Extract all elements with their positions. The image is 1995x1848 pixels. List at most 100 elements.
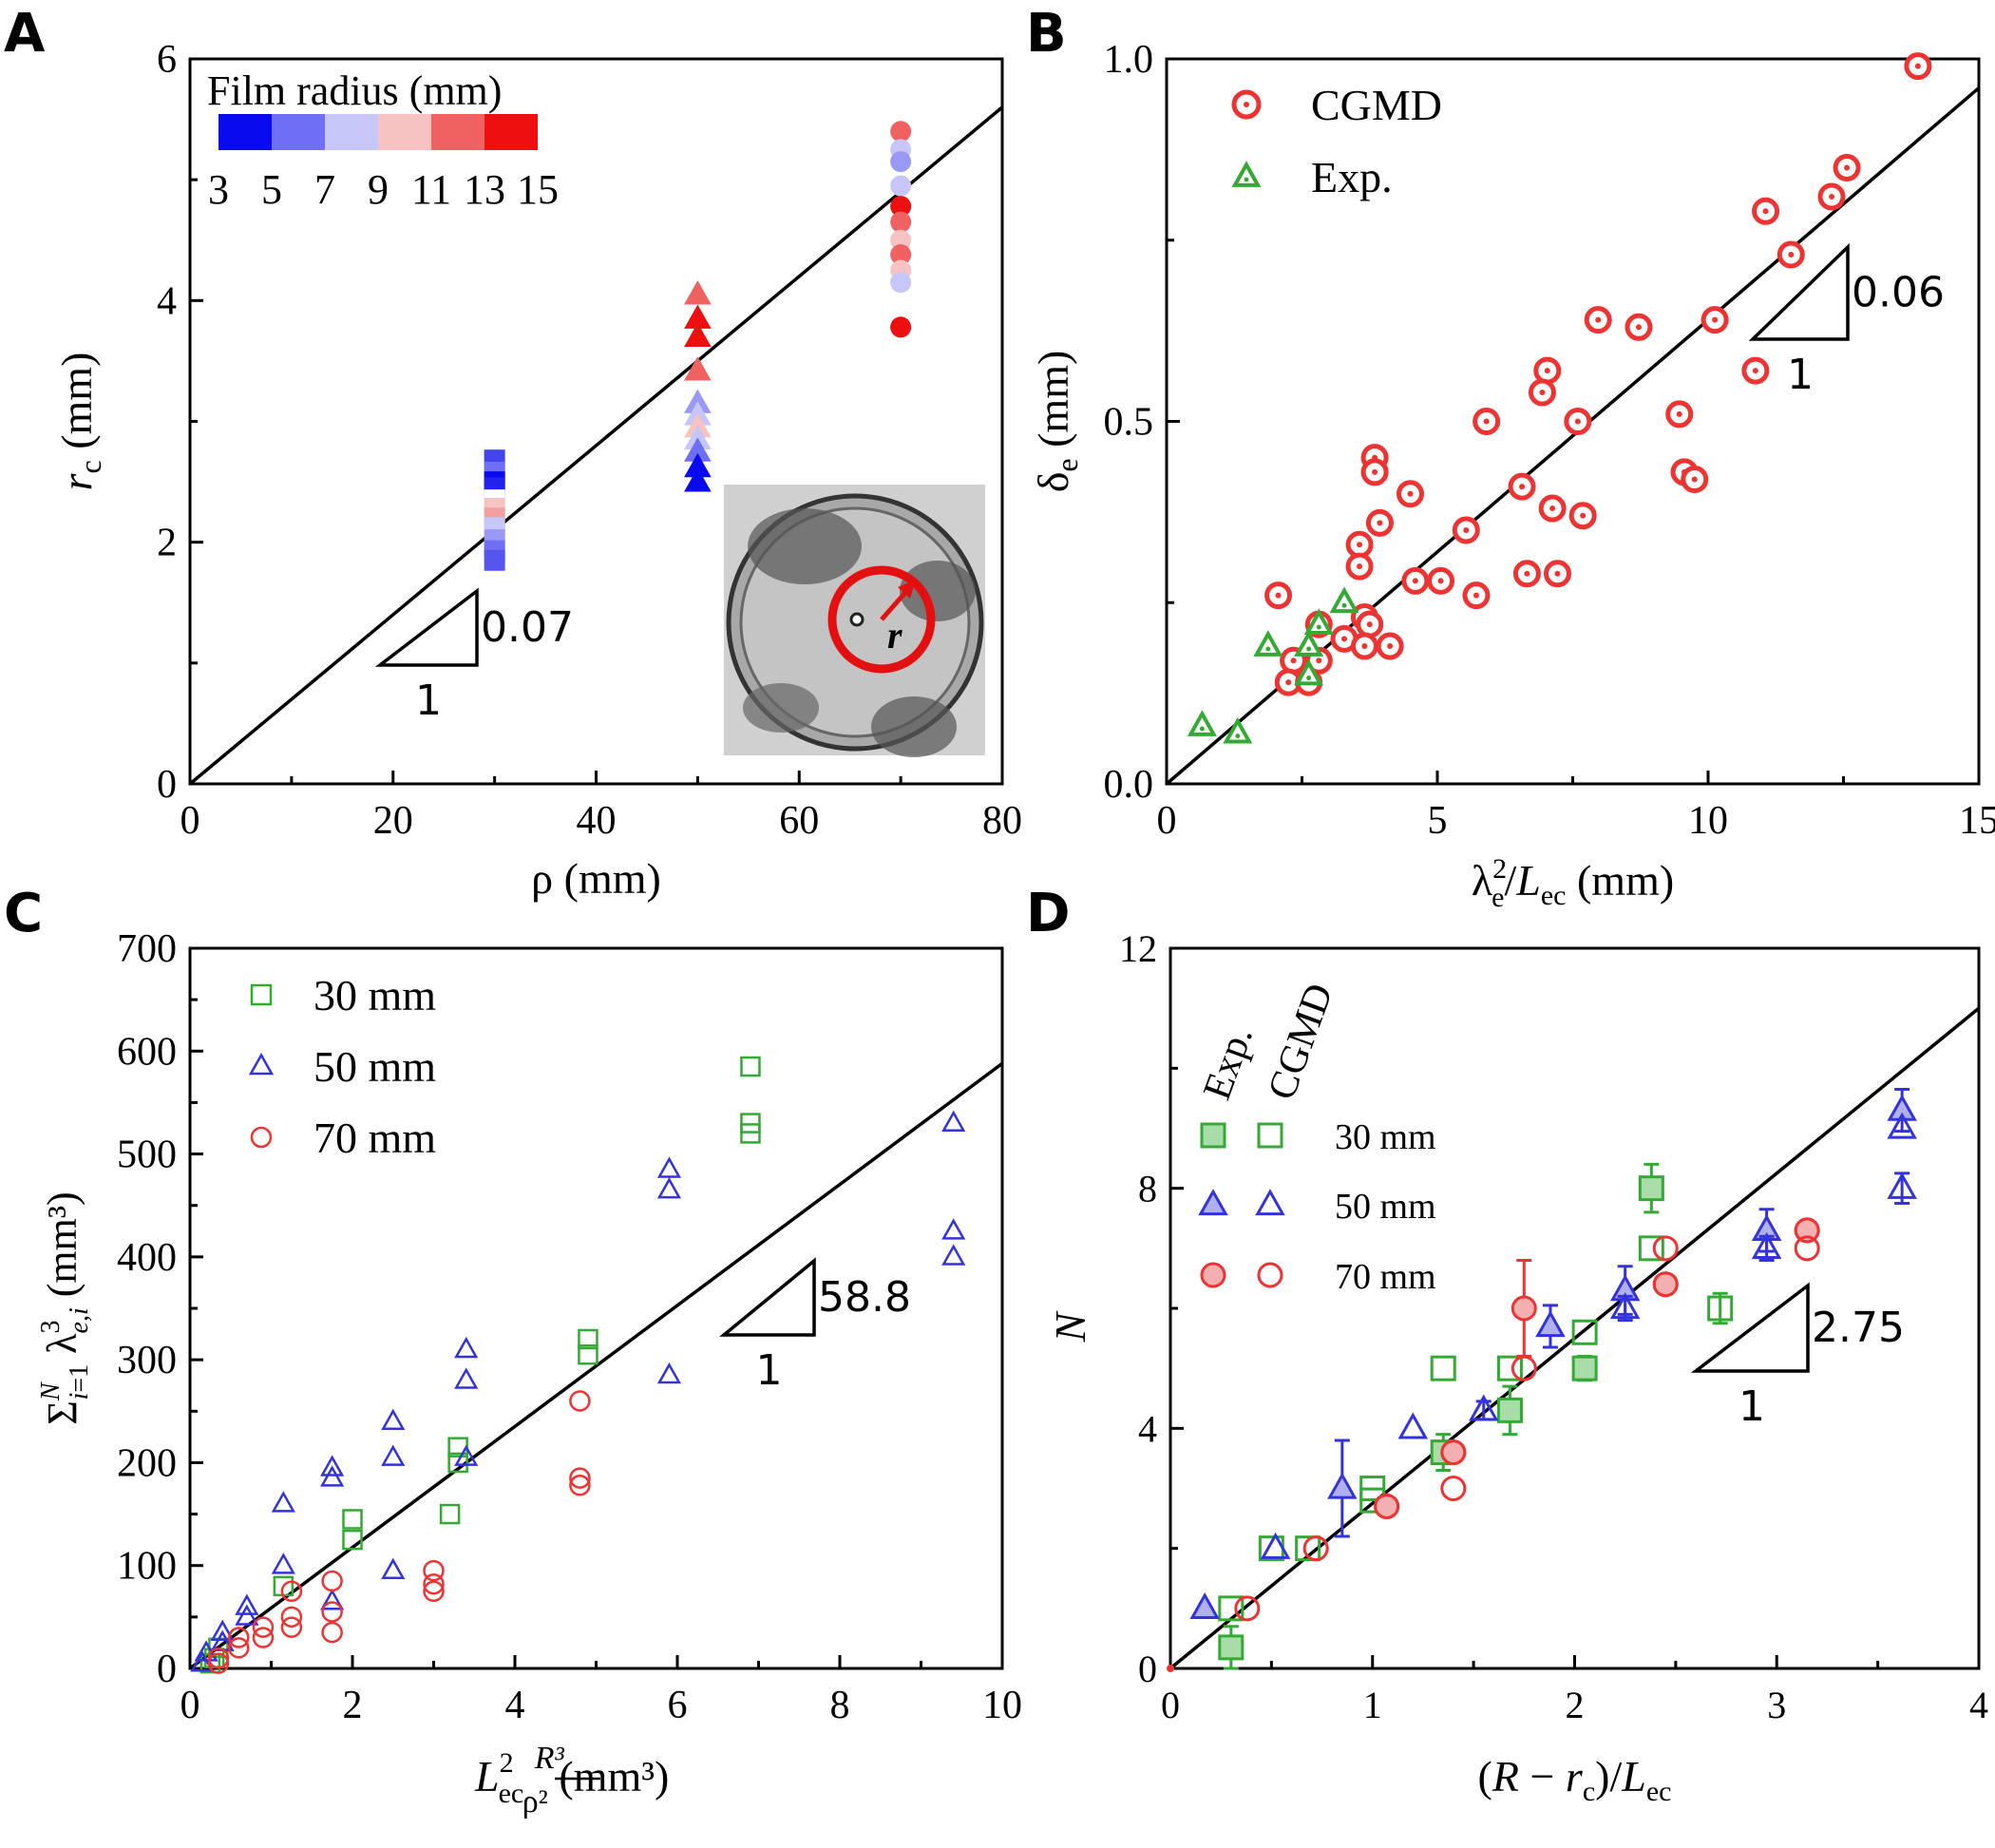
slope-rise-label: 0.06 bbox=[1852, 269, 1945, 317]
legend-label: 30 mm bbox=[314, 971, 436, 1019]
panel-b: B 0 5 10 15 0.0 0.5 1.0 λ2 e/Lec (mm) δe (mm) 0.06 1… bbox=[1026, 3, 1995, 913]
data-point-30-mm bbox=[740, 1123, 761, 1144]
x-tick-label: 0 bbox=[1157, 799, 1177, 843]
data-point-50-mm bbox=[320, 1455, 345, 1476]
data-point-70-mm bbox=[321, 1621, 343, 1644]
data-point-50-mm-CGMD bbox=[1887, 1112, 1917, 1139]
data-point-30-mm bbox=[447, 1452, 468, 1474]
x-axis-label: ρ (mm) bbox=[531, 854, 661, 903]
data-point-50-mm-CGMD bbox=[1609, 1292, 1641, 1320]
colorbar-segment bbox=[218, 114, 272, 150]
legend-marker-cgmd bbox=[1255, 1189, 1285, 1216]
legend-marker-50-mm bbox=[248, 1052, 275, 1076]
data-point-70-mm bbox=[228, 1627, 250, 1648]
data-point-50-mm bbox=[454, 1444, 479, 1466]
data-point-70-mm-CGMD bbox=[1440, 1476, 1467, 1501]
data-point-70-mm-CGMD bbox=[1510, 1355, 1537, 1381]
data-point-center bbox=[1387, 643, 1394, 650]
data-point-circle bbox=[890, 175, 912, 197]
colorbar-segment bbox=[484, 114, 538, 150]
data-point-center bbox=[1762, 208, 1769, 215]
legend-marker-cgmd bbox=[1257, 1122, 1283, 1149]
data-point-70-mm bbox=[228, 1637, 250, 1659]
x-tick-label: 20 bbox=[373, 799, 413, 843]
data-point-circle bbox=[890, 211, 912, 233]
data-point-center bbox=[1752, 368, 1758, 374]
data-point-50-mm bbox=[381, 1408, 406, 1431]
data-point-center bbox=[1437, 578, 1444, 584]
data-point-exp bbox=[1187, 710, 1217, 736]
colorbar-segment bbox=[378, 114, 431, 150]
data-point-triangle bbox=[684, 452, 712, 478]
legend-label: 70 mm bbox=[314, 1114, 436, 1162]
data-point-70-mm bbox=[423, 1580, 445, 1603]
colorbar-tick-label: 7 bbox=[314, 166, 335, 213]
data-point-50-mm bbox=[656, 1362, 682, 1384]
data-point-center bbox=[1357, 563, 1363, 570]
data-point-circle bbox=[890, 229, 912, 251]
x-tick-label: 8 bbox=[830, 1684, 850, 1727]
colorbar-segment bbox=[325, 114, 378, 150]
data-point-center bbox=[1316, 624, 1321, 630]
data-point-center bbox=[1361, 643, 1368, 650]
data-point-triangle bbox=[684, 356, 712, 381]
colorbar-tick-label: 5 bbox=[261, 166, 282, 213]
data-point-center bbox=[1275, 592, 1282, 599]
data-point-70-mm-CGMD bbox=[1440, 1439, 1467, 1466]
slope-run-label: 1 bbox=[756, 1346, 783, 1395]
data-point-70-mm bbox=[252, 1627, 275, 1648]
data-point-50-mm-Exp- bbox=[1189, 1591, 1220, 1619]
slope-triangle bbox=[374, 587, 479, 667]
data-point-center bbox=[1635, 324, 1642, 331]
data-point-30-mm-CGMD bbox=[1218, 1595, 1244, 1622]
slope-rise-label: 0.07 bbox=[481, 603, 574, 652]
x-tick-label: 10 bbox=[982, 1684, 1022, 1727]
data-point-50-mm bbox=[941, 1110, 966, 1132]
data-point-center bbox=[1676, 410, 1682, 417]
data-point-50-mm bbox=[271, 1553, 295, 1574]
y-tick-label: 4 bbox=[157, 279, 177, 323]
slope-rise-label: 2.75 bbox=[1812, 1304, 1905, 1352]
data-point-triangle bbox=[684, 401, 712, 426]
colorbar-tick-label: 9 bbox=[368, 166, 389, 213]
data-point-center bbox=[1306, 676, 1312, 681]
data-point-center bbox=[1372, 468, 1378, 475]
y-tick-label: 600 bbox=[117, 1030, 177, 1074]
data-point-70-mm-CGMD bbox=[1794, 1235, 1820, 1262]
y-axis-label: δe (mm) bbox=[1029, 351, 1084, 493]
fit-line bbox=[188, 105, 1004, 786]
y-tick-label: 0.5 bbox=[1104, 401, 1154, 445]
y-tick-label: 0 bbox=[1138, 1648, 1157, 1690]
colorbar-tick-label: 11 bbox=[411, 166, 451, 213]
data-point-exp bbox=[1303, 608, 1334, 635]
data-point-50-mm bbox=[381, 1557, 406, 1580]
y-axis-label: rc (mm) bbox=[52, 352, 107, 491]
x-tick-label: 4 bbox=[1969, 1684, 1988, 1726]
data-point-30-mm bbox=[740, 1056, 761, 1077]
data-point-center bbox=[1554, 570, 1561, 577]
y-tick-label: 200 bbox=[117, 1441, 177, 1485]
data-point-30-mm-Exp- bbox=[1496, 1397, 1523, 1423]
origin-point bbox=[1167, 1665, 1174, 1672]
panel-label: A bbox=[4, 3, 46, 65]
legend-label: 30 mm bbox=[1335, 1117, 1436, 1157]
data-point-triangle bbox=[684, 280, 712, 305]
data-point-30-mm bbox=[342, 1509, 363, 1530]
y-tick-label: 0.0 bbox=[1104, 763, 1154, 807]
data-point-70-mm-CGMD bbox=[1302, 1535, 1329, 1562]
data-point-triangle bbox=[684, 467, 712, 492]
data-point-center bbox=[1914, 63, 1921, 69]
data-point-30-mm bbox=[740, 1113, 761, 1134]
legend-marker-30-mm bbox=[250, 983, 273, 1006]
x-tick-label: 0 bbox=[1161, 1684, 1180, 1726]
panel-label: D bbox=[1026, 883, 1070, 944]
data-point-triangle bbox=[684, 304, 712, 329]
legend-marker-dot bbox=[1244, 177, 1249, 182]
colorbar-tick-label: 3 bbox=[208, 166, 229, 213]
data-point-center bbox=[1574, 418, 1581, 425]
panel-label: C bbox=[4, 883, 43, 944]
slope-run-label: 1 bbox=[1787, 351, 1814, 399]
data-point-50-mm bbox=[454, 1336, 479, 1359]
data-point-center bbox=[1407, 490, 1414, 497]
